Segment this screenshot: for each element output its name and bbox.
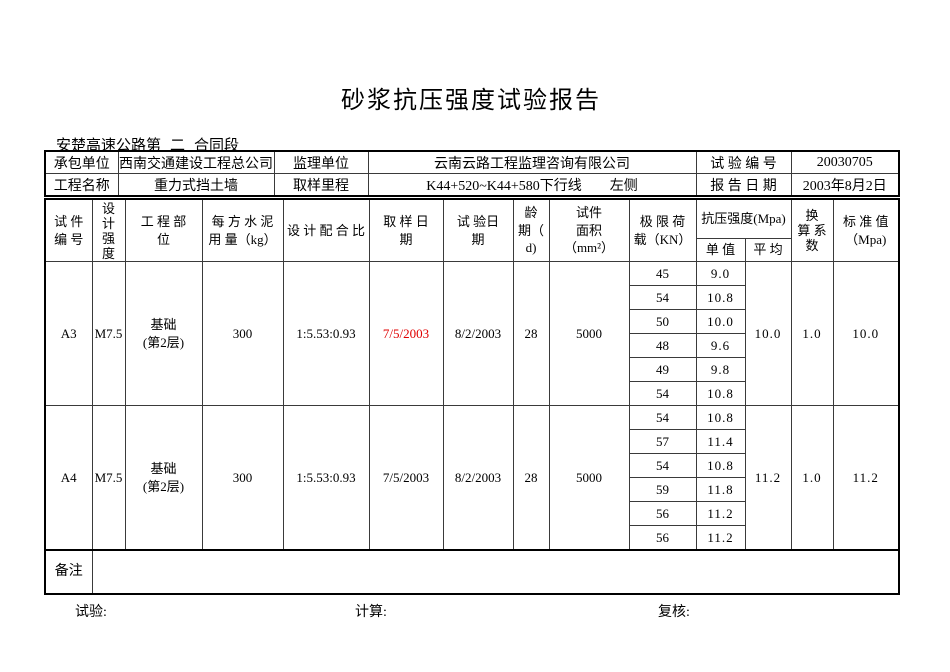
specimen-a4-subrow: 56 11.2 — [45, 501, 899, 526]
specimen-a4-sample-date: 7/5/2003 — [368, 405, 444, 551]
load-value: 56 — [628, 525, 697, 551]
specimen-a3-area: 5000 — [548, 261, 630, 406]
specimen-a4-mix: 1:5.53:0.93 — [282, 405, 370, 551]
load-value: 50 — [628, 309, 697, 334]
specimen-a3-id: A3 — [44, 261, 93, 406]
specimen-a4-average: 11.2 — [744, 405, 792, 551]
single-value: 10.8 — [695, 405, 746, 430]
signature-test-label: 试验: — [75, 605, 107, 620]
single-value: 11.2 — [695, 501, 746, 526]
test-data-table: 试 件 编 号 设 计 强 度 工 程 部 位 每 方 水 泥 用 量（kg） … — [44, 198, 900, 595]
report-title: 砂浆抗压强度试验报告 — [341, 88, 601, 114]
load-value: 49 — [628, 357, 697, 382]
specimen-a4-area: 5000 — [548, 405, 630, 551]
load-value: 54 — [628, 453, 697, 478]
specimen-a4-id: A4 — [44, 405, 93, 551]
specimen-a3-subrow: 48 9.6 — [45, 333, 899, 358]
remarks-content-cell — [91, 549, 900, 595]
load-value: 57 — [628, 429, 697, 454]
report-date-label: 报 告 日 期 — [695, 173, 792, 197]
info-row-project: 工程名称 重力式挡土墙 取样里程 K44+520~K44+580下行线 左侧 报… — [44, 173, 900, 197]
specimen-a3-mix: 1:5.53:0.93 — [282, 261, 370, 406]
report-date-value: 2003年8月2日 — [790, 173, 900, 197]
contractor-value: 西南交通建设工程总公司 — [117, 150, 275, 174]
col-header-coef: 换 算 系 数 — [790, 198, 834, 262]
specimen-a4-standard: 11.2 — [832, 405, 900, 551]
remarks-row: 备注 — [44, 549, 900, 595]
sampling-mileage-label: 取样里程 — [273, 173, 369, 197]
col-header-specimen-no: 试 件 编 号 — [44, 198, 93, 262]
col-header-single: 单 值 — [695, 238, 746, 262]
col-header-age: 龄 期（ d) — [512, 198, 550, 262]
col-header-strength-group: 抗压强度(Mpa) — [695, 198, 792, 239]
specimen-a3-cement: 300 — [201, 261, 284, 406]
supervisor-label: 监理单位 — [273, 150, 369, 174]
supervisor-value: 云南云路工程监理咨询有限公司 — [367, 150, 697, 174]
specimen-a3-sample-date: 7/5/2003 — [368, 261, 444, 406]
single-value: 10.8 — [695, 381, 746, 406]
load-value: 48 — [628, 333, 697, 358]
specimen-a3-coef: 1.0 — [790, 261, 834, 406]
col-header-mix: 设 计 配 合 比 — [282, 198, 370, 262]
specimen-a3-row: A3 M7.5 基础 (第2层) 300 1:5.53:0.93 7/5/200… — [44, 261, 900, 406]
single-value: 11.4 — [695, 429, 746, 454]
col-header-load: 极 限 荷 载（KN） — [628, 198, 697, 262]
load-value: 56 — [628, 501, 697, 526]
info-row-contractor: 承包单位 西南交通建设工程总公司 监理单位 云南云路工程监理咨询有限公司 试 验… — [44, 150, 900, 174]
specimen-a3-subrow: 54 10.8 — [45, 285, 899, 310]
specimen-a4-part: 基础 (第2层) — [124, 405, 203, 551]
single-value: 9.6 — [695, 333, 746, 358]
specimen-a4-test-date: 8/2/2003 — [442, 405, 514, 551]
specimen-a4-coef: 1.0 — [790, 405, 834, 551]
col-header-part: 工 程 部 位 — [124, 198, 203, 262]
load-value: 59 — [628, 477, 697, 502]
single-value: 10.0 — [695, 309, 746, 334]
specimen-a4-row: A4 M7.5 基础 (第2层) 300 1:5.53:0.93 7/5/200… — [44, 405, 900, 551]
test-number-value: 20030705 — [790, 150, 900, 174]
specimen-a4-strength: M7.5 — [91, 405, 126, 551]
col-header-standard: 标 准 值 （Mpa) — [832, 198, 900, 262]
col-header-area: 试件 面积 （mm²） — [548, 198, 630, 262]
specimen-a3-part: 基础 (第2层) — [124, 261, 203, 406]
load-value: 54 — [628, 285, 697, 310]
single-value: 10.8 — [695, 285, 746, 310]
load-value: 45 — [628, 261, 697, 286]
project-name-label: 工程名称 — [44, 173, 119, 197]
specimen-a4-cement: 300 — [201, 405, 284, 551]
single-value: 9.8 — [695, 357, 746, 382]
specimen-a4-subrow: 54 10.8 — [45, 453, 899, 478]
col-header-design-strength: 设 计 强 度 — [91, 198, 126, 262]
specimen-a3-strength: M7.5 — [91, 261, 126, 406]
signature-calc-label: 计算: — [355, 605, 387, 620]
contractor-label: 承包单位 — [44, 150, 119, 174]
single-value: 9.0 — [695, 261, 746, 286]
specimen-a4-subrow: 59 11.8 — [45, 477, 899, 502]
specimen-a3-subrow: 49 9.8 — [45, 357, 899, 382]
load-value: 54 — [628, 381, 697, 406]
specimen-a4-subrow: 56 11.2 — [45, 525, 899, 551]
project-name-value: 重力式挡土墙 — [117, 173, 275, 197]
specimen-a3-standard: 10.0 — [832, 261, 900, 406]
specimen-a3-age: 28 — [512, 261, 550, 406]
specimen-a3-subrow: 54 10.8 — [45, 381, 899, 406]
specimen-a3-test-date: 8/2/2003 — [442, 261, 514, 406]
report-info-table: 承包单位 西南交通建设工程总公司 监理单位 云南云路工程监理咨询有限公司 试 验… — [44, 150, 900, 197]
specimen-a4-age: 28 — [512, 405, 550, 551]
col-header-test-date: 试 验日 期 — [442, 198, 514, 262]
specimen-a3-average: 10.0 — [744, 261, 792, 406]
test-number-label: 试 验 编 号 — [695, 150, 792, 174]
col-header-sample-date: 取 样 日 期 — [368, 198, 444, 262]
col-header-average: 平 均 — [744, 238, 792, 262]
load-value: 54 — [628, 405, 697, 430]
remarks-label: 备注 — [44, 549, 93, 595]
single-value: 11.8 — [695, 477, 746, 502]
col-header-cement: 每 方 水 泥 用 量（kg） — [201, 198, 284, 262]
sampling-mileage-value: K44+520~K44+580下行线 左侧 — [367, 173, 697, 197]
single-value: 10.8 — [695, 453, 746, 478]
column-header-row: 试 件 编 号 设 计 强 度 工 程 部 位 每 方 水 泥 用 量（kg） … — [44, 198, 900, 262]
single-value: 11.2 — [695, 525, 746, 551]
signature-review-label: 复核: — [658, 605, 690, 620]
